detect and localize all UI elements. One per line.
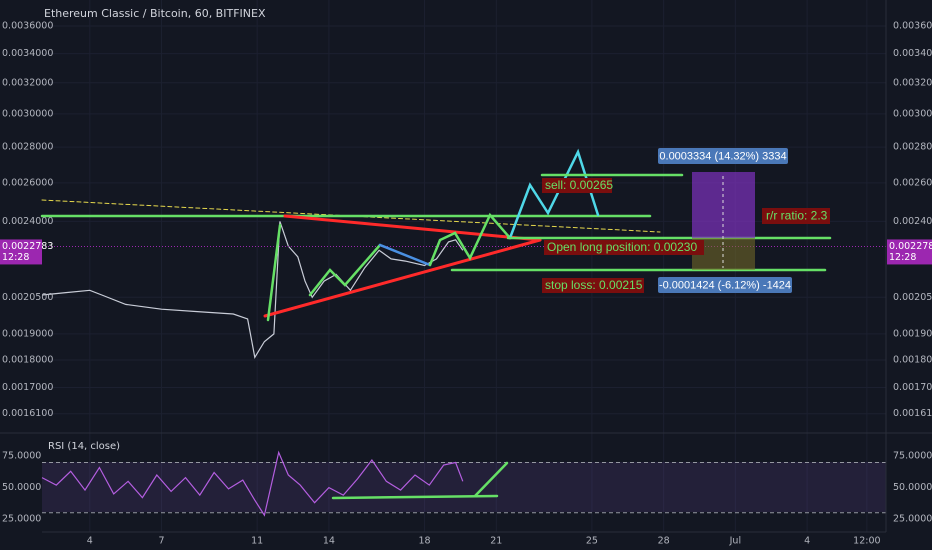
last-time-label: 12:28 (2, 252, 29, 263)
y-tick-label-right: 0.0020500 (893, 292, 932, 303)
y-tick-label-right: 0.0024000 (893, 216, 932, 227)
ratio-box (762, 208, 830, 224)
y-tick-label-left: 25.0000 (2, 513, 41, 524)
x-tick-label: Jul (729, 536, 741, 547)
rsi-title: RSI (14, close) (48, 441, 120, 452)
x-tick-label: 28 (658, 536, 670, 547)
y-tick-label-left: 0.0030000 (2, 108, 53, 119)
y-tick-label-right: 0.0017000 (893, 382, 932, 393)
y-tick-label-left: 0.0019000 (2, 328, 53, 339)
y-tick-label-left: 0.0018000 (2, 354, 53, 365)
triangle-top (283, 214, 542, 242)
rsi-band-fill (42, 462, 886, 512)
y-tick-label-left: 75.0000 (2, 451, 41, 462)
y-tick-label-left: 0.0020500 (2, 292, 53, 303)
layers (41, 221, 886, 517)
zigzag-projection (508, 148, 600, 240)
zigzag-2 (378, 243, 432, 267)
x-tick-label: 11 (251, 536, 263, 547)
y-tick-label-right: 25.0000 (893, 513, 932, 524)
y-tick-label-left: 50.0000 (2, 482, 41, 493)
grid (42, 0, 886, 532)
y-tick-label-left: 0.0017000 (2, 382, 53, 393)
y-tick-label-left: 0.0028000 (2, 142, 53, 153)
stop-label: stop loss: 0.00215 (545, 278, 643, 292)
chart-title: Ethereum Classic / Bitcoin, 60, BITFINEX (44, 7, 266, 20)
open-box (544, 240, 704, 255)
profit-label: 0.0003334 (14.32%) 3334 (659, 150, 786, 162)
y-tick-label-left: 0.0026000 (2, 177, 53, 188)
x-tick-label: 12:00 (853, 536, 880, 547)
last-price-box (0, 239, 42, 265)
price-line (41, 221, 464, 359)
y-tick-label-right: 0.0028000 (893, 142, 932, 153)
y-tick-label-left: 0.0016100 (2, 408, 53, 419)
y-tick-label-right: 0.0032000 (893, 77, 932, 88)
y-tick-label-left: 0.0032000 (2, 77, 53, 88)
last-time-label: 12:28 (889, 252, 916, 263)
x-tick-label: 4 (804, 536, 810, 547)
y-tick-label-right: 0.0026000 (893, 177, 932, 188)
sell-label: sell: 0.00265 (545, 178, 613, 192)
y-tick-label-right: 75.0000 (893, 451, 932, 462)
overlay: 0.0036000 0.0036000 0.0034000 0.0034000 0.00… (0, 21, 932, 547)
y-tick-label-right: 0.0034000 (893, 48, 932, 59)
last-price-box (887, 239, 932, 265)
loss-box (658, 277, 792, 293)
y-tick-label-left: 0.0036000 (2, 21, 53, 32)
stop-box (542, 278, 644, 293)
y-tick-label-right: 0.0019000 (893, 328, 932, 339)
drawings (40, 148, 832, 500)
rsi-support (331, 494, 499, 500)
open-label: Open long position: 0.00230 (547, 240, 697, 254)
profit-box (658, 148, 788, 164)
x-tick-label: 7 (159, 536, 165, 547)
last-price-label: 0.0022783 (889, 241, 932, 252)
zigzag-3 (428, 212, 512, 267)
last-price-label: 0.0022783 (2, 241, 53, 252)
y-tick-label-right: 0.0016100 (893, 408, 932, 419)
y-tick-label-right: 0.0036000 (893, 21, 932, 32)
x-tick-label: 18 (419, 536, 431, 547)
sell-box (542, 178, 612, 193)
y-tick-label-left: 0.0024000 (2, 216, 53, 227)
rsi-arrow (473, 461, 509, 498)
x-tick-label: 25 (586, 536, 598, 547)
rsi-line (41, 450, 464, 517)
zigzag-1 (308, 243, 382, 297)
x-tick-label: 14 (323, 536, 335, 547)
y-tick-label-right: 0.0030000 (893, 108, 932, 119)
spike (266, 223, 282, 322)
profit-zone (692, 172, 755, 238)
triangle-bottom (263, 238, 542, 318)
y-tick-label-left: 0.0034000 (2, 48, 53, 59)
ratio-label: r/r ratio: 2.3 (766, 209, 828, 223)
y-tick-label-right: 0.0018000 (893, 354, 932, 365)
x-tick-label: 4 (87, 536, 93, 547)
x-tick-label: 21 (490, 536, 502, 547)
loss-label: -0.0001424 (-6.12%) -1424 (659, 279, 791, 291)
y-tick-label-right: 50.0000 (893, 482, 932, 493)
